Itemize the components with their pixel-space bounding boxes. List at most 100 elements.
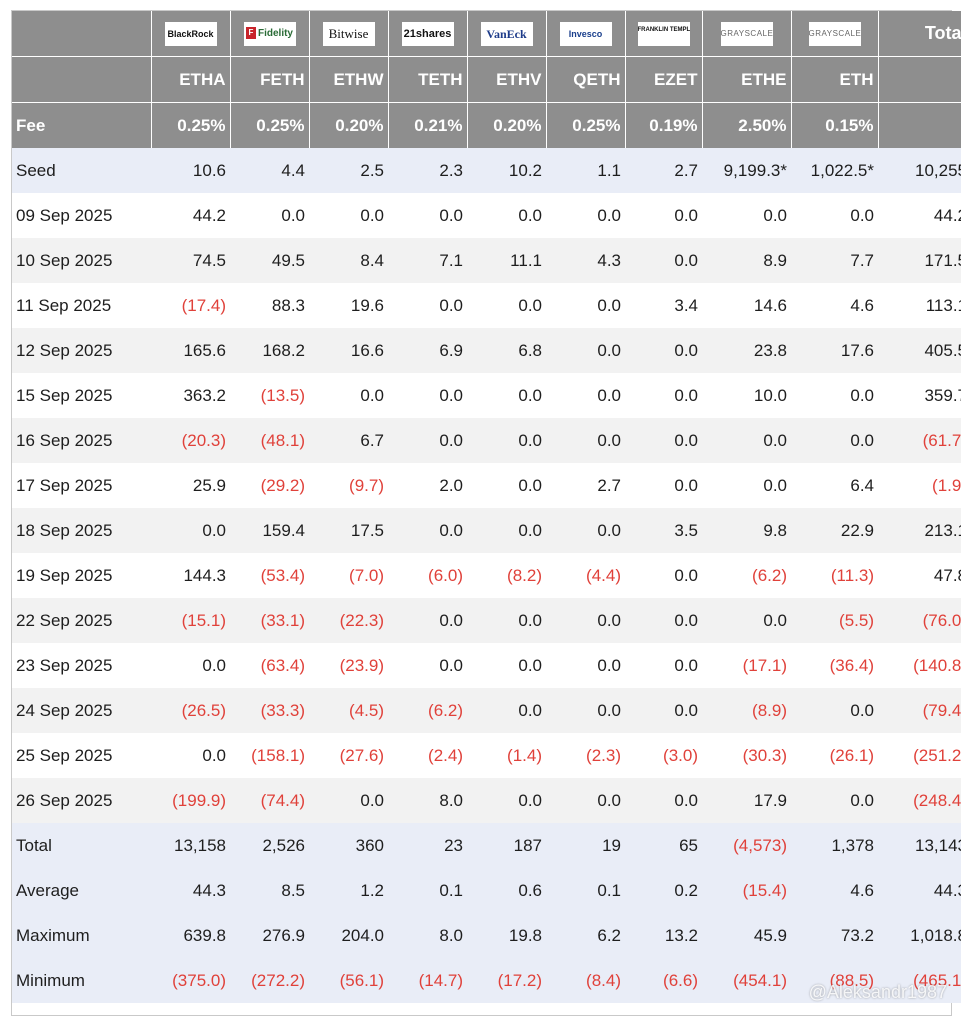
flow-value: 639.8	[151, 913, 230, 958]
flow-value: (6.0)	[388, 553, 467, 598]
row-label: 24 Sep 2025	[12, 688, 151, 733]
flow-value: (158.1)	[230, 733, 309, 778]
issuer-logo-icon: FRANKLIN TEMPLETON	[637, 21, 690, 46]
flow-value: 4.6	[791, 283, 878, 328]
flow-value: 1.1	[546, 148, 625, 193]
flow-value: 0.0	[388, 283, 467, 328]
flow-value: 2.5	[309, 148, 388, 193]
flow-value: 0.0	[467, 643, 546, 688]
flow-value: 3.4	[625, 283, 702, 328]
table-row: 10 Sep 2025 74.5 49.5 8.4 7.1 11.1 4.3 0.0 8.9 7.…	[12, 238, 961, 283]
flow-value: 0.0	[791, 418, 878, 463]
flow-value: (454.1)	[702, 958, 791, 1003]
table-row: Total 13,158 2,526 360 23 187 19 65 (4,573) 1,378…	[12, 823, 961, 868]
flow-value: 0.0	[467, 598, 546, 643]
issuer-logo-cell: FRANKLIN TEMPLETON	[625, 11, 703, 57]
flow-value: 0.0	[467, 463, 546, 508]
flow-value: 0.0	[791, 778, 878, 823]
flow-value: 2.0	[388, 463, 467, 508]
flow-value: 0.0	[625, 688, 702, 733]
flow-value: (30.3)	[702, 733, 791, 778]
ticker-row-label	[12, 56, 152, 103]
ticker-header: TETH	[388, 56, 468, 103]
table-row: 15 Sep 2025 363.2 (13.5) 0.0 0.0 0.0 0.0 0.0 10.…	[12, 373, 961, 418]
ticker-header: EZET	[625, 56, 703, 103]
total-column-header: Total	[878, 11, 961, 57]
flow-value: 0.0	[546, 598, 625, 643]
flow-value: (17.1)	[702, 643, 791, 688]
flow-value: (4.5)	[309, 688, 388, 733]
issuer-logo-icon: Fidelity	[243, 21, 296, 46]
flow-value: (26.5)	[151, 688, 230, 733]
issuer-logo-cell: BlackRock	[151, 11, 231, 57]
flow-value: (7.0)	[309, 553, 388, 598]
row-total-value: 44.2	[878, 193, 961, 238]
table-row: 26 Sep 2025 (199.9) (74.4) 0.0 8.0 0.0 0.0 0.0 1…	[12, 778, 961, 823]
flow-value: (23.9)	[309, 643, 388, 688]
fee-value: 0.25%	[230, 102, 310, 148]
flow-value: 0.0	[546, 373, 625, 418]
issuer-logo-cell: VanEck	[467, 11, 547, 57]
flow-value: 0.0	[467, 688, 546, 733]
flow-value: 0.0	[546, 778, 625, 823]
table-body: BlackRock Fidelity Bitwise 21shares VanEck In…	[12, 11, 961, 1003]
flow-value: 88.3	[230, 283, 309, 328]
flow-value: 0.0	[791, 688, 878, 733]
header-corner-cell	[12, 11, 152, 57]
flow-value: 23.8	[702, 328, 791, 373]
fee-value: 2.50%	[702, 102, 792, 148]
flow-value: 23	[388, 823, 467, 868]
flow-value: 1,378	[791, 823, 878, 868]
flow-value: (17.2)	[467, 958, 546, 1003]
flow-value: (199.9)	[151, 778, 230, 823]
row-label: 23 Sep 2025	[12, 643, 151, 688]
flow-value: (20.3)	[151, 418, 230, 463]
flow-value: 0.0	[151, 643, 230, 688]
fee-row: Fee 0.25% 0.25% 0.20% 0.21% 0.20% 0.25% 0.19% 2.…	[12, 102, 961, 148]
flow-value: 4.4	[230, 148, 309, 193]
row-label: 22 Sep 2025	[12, 598, 151, 643]
flow-value: (27.6)	[309, 733, 388, 778]
flow-value: 7.1	[388, 238, 467, 283]
row-label: 09 Sep 2025	[12, 193, 151, 238]
flow-value: 0.0	[467, 193, 546, 238]
table-row: 19 Sep 2025 144.3 (53.4) (7.0) (6.0) (8.2) (4.…	[12, 553, 961, 598]
flow-value: 0.0	[546, 643, 625, 688]
issuer-logo-cell: Fidelity	[230, 11, 310, 57]
flow-value: 0.2	[625, 868, 702, 913]
flow-value: 22.9	[791, 508, 878, 553]
flow-value: 14.6	[702, 283, 791, 328]
flow-value: 13,158	[151, 823, 230, 868]
table-row: Maximum 639.8 276.9 204.0 8.0 19.8 6.2 13.2 45.9…	[12, 913, 961, 958]
row-total-value: 213.1	[878, 508, 961, 553]
issuer-logo-cell: 21shares	[388, 11, 468, 57]
row-label: 18 Sep 2025	[12, 508, 151, 553]
flow-value: 0.0	[388, 193, 467, 238]
flow-value: 360	[309, 823, 388, 868]
flow-value: 17.9	[702, 778, 791, 823]
flow-value: 0.0	[467, 373, 546, 418]
flow-value: 4.3	[546, 238, 625, 283]
ticker-header: FETH	[230, 56, 310, 103]
flow-value: 25.9	[151, 463, 230, 508]
flow-value: 2.7	[546, 463, 625, 508]
flow-value: 0.0	[702, 193, 791, 238]
issuer-logo-icon: VanEck	[480, 21, 533, 46]
flow-value: 16.6	[309, 328, 388, 373]
flow-value: 8.4	[309, 238, 388, 283]
row-label: Maximum	[12, 913, 151, 958]
ticker-header: ETHV	[467, 56, 547, 103]
flow-value: 8.9	[702, 238, 791, 283]
issuer-logo-icon: GRAYSCALE	[808, 21, 861, 46]
issuer-logo-icon: Bitwise	[322, 21, 375, 46]
flow-value: 11.1	[467, 238, 546, 283]
flow-value: 0.0	[546, 328, 625, 373]
ticker-total-blank	[878, 56, 961, 103]
flow-value: 0.0	[309, 778, 388, 823]
flow-value: 17.5	[309, 508, 388, 553]
flow-value: 0.0	[151, 508, 230, 553]
flow-value: (33.1)	[230, 598, 309, 643]
flow-value: 0.0	[702, 598, 791, 643]
flow-value: (14.7)	[388, 958, 467, 1003]
row-total-value: 13,143	[878, 823, 961, 868]
